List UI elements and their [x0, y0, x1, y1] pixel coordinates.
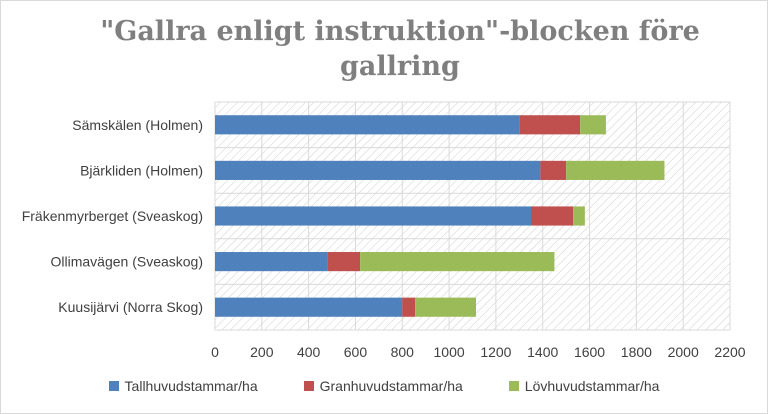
legend-item-gran: Granhuvudstammar/ha	[303, 378, 463, 394]
category-labels: Sämskälen (Holmen) Bjärkliden (Holmen) Frä…	[22, 117, 203, 315]
legend-label-gran: Granhuvudstammar/ha	[319, 378, 463, 394]
legend: Tallhuvudstammar/ha Granhuvudstammar/ha …	[0, 378, 768, 394]
category-label: Bjärkliden (Holmen)	[80, 162, 203, 178]
bar-segment	[327, 252, 361, 272]
bar-segment	[402, 297, 416, 317]
bar-segment	[415, 297, 477, 317]
x-tick-label: 1200	[480, 344, 511, 360]
category-label: Ollimavägen (Sveaskog)	[50, 254, 203, 270]
legend-swatch-lov	[508, 381, 519, 391]
bars	[215, 115, 665, 317]
x-tick-label: 1800	[621, 344, 652, 360]
x-tick-label: 600	[344, 344, 368, 360]
legend-item-tall: Tallhuvudstammar/ha	[108, 378, 258, 394]
bar-segment	[519, 115, 581, 135]
legend-label-lov: Lövhuvudstammar/ha	[524, 378, 660, 394]
bar-segment	[215, 297, 403, 317]
x-tick-label: 200	[250, 344, 274, 360]
x-tick-label: 2000	[668, 344, 699, 360]
legend-swatch-gran	[303, 381, 314, 391]
bar-segment	[360, 252, 555, 272]
category-label: Fräkenmyrberget (Sveaskog)	[22, 208, 203, 224]
legend-label-tall: Tallhuvudstammar/ha	[124, 378, 258, 394]
legend-swatch-tall	[108, 381, 119, 391]
x-tick-label: 1000	[434, 344, 465, 360]
bar-segment	[215, 206, 532, 226]
category-label: Sämskälen (Holmen)	[72, 117, 203, 133]
x-tick-label: 800	[391, 344, 415, 360]
bar-segment	[580, 115, 606, 135]
bar-segment	[215, 160, 541, 180]
bar-segment	[566, 160, 665, 180]
x-tick-labels: 0 200 400 600 800 1000 1200 1400 1600 1800 2000 220…	[211, 344, 746, 360]
bar-segment	[573, 206, 585, 226]
bar-segment	[215, 252, 328, 272]
category-label: Kuusijärvi (Norra Skog)	[58, 299, 203, 315]
bar-segment	[215, 115, 520, 135]
bar-segment	[540, 160, 567, 180]
chart-title-line-2: gallring	[340, 51, 460, 82]
x-tick-label: 1400	[527, 344, 558, 360]
chart-title-line-1: "Gallra enligt instruktion"-blocken före	[100, 16, 700, 47]
x-tick-label: 2200	[714, 344, 745, 360]
x-tick-label: 400	[297, 344, 321, 360]
x-tick-label: 1600	[574, 344, 605, 360]
bar-segment	[531, 206, 574, 226]
legend-item-lov: Lövhuvudstammar/ha	[508, 378, 660, 394]
x-tick-label: 0	[211, 344, 219, 360]
